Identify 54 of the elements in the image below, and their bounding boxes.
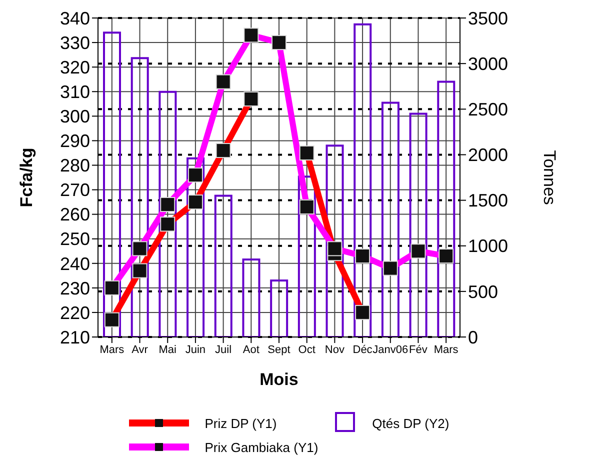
y2-tick-label: 2500: [468, 100, 508, 120]
x-tick-label: Avr: [132, 344, 148, 356]
bar: [186, 157, 205, 337]
bar: [298, 176, 316, 337]
y-tick-label: 290: [60, 131, 90, 152]
y-tick-label: 340: [60, 8, 90, 28]
y-tick-label: 230: [60, 278, 90, 298]
x-tick-label: Déc: [352, 344, 373, 356]
y-tick-label: 250: [60, 229, 90, 250]
legend-label: Priz DP (Y1): [204, 416, 278, 431]
y-tick-label: 330: [60, 32, 90, 53]
x-tick-label: Juil: [215, 344, 232, 356]
y-tick-label: 280: [60, 156, 90, 176]
bar: [103, 32, 121, 337]
x-tick-label: Oct: [298, 344, 316, 356]
y2-tick-label: 500: [468, 282, 498, 302]
x-tick-label: Janv06: [372, 344, 408, 356]
y-tick-label: 310: [60, 82, 90, 102]
bar: [354, 23, 372, 337]
y2-tick-label: 0: [468, 327, 478, 348]
bar: [381, 102, 400, 337]
y2-tick-label: 3500: [468, 8, 508, 28]
x-tick-label: Fév: [409, 344, 428, 356]
x-tick-label: Juin: [185, 344, 206, 356]
bar: [437, 80, 456, 337]
y-tick-label: 270: [60, 180, 90, 200]
bar: [242, 258, 260, 337]
y-tick-label: 320: [60, 57, 90, 78]
bar: [326, 144, 344, 337]
x-tick-label: Sept: [268, 344, 290, 356]
x-tick-label: Nov: [324, 344, 345, 356]
y-axis-title: Fcfa/kg: [17, 148, 36, 208]
y-tick-label: 300: [60, 106, 90, 127]
y2-tick-label: 1000: [468, 236, 508, 256]
x-tick-label: Aot: [242, 344, 260, 356]
x-tick-label: Mai: [158, 344, 176, 356]
bar: [270, 279, 288, 337]
y-tick-label: 260: [60, 204, 90, 225]
bar: [409, 112, 428, 337]
bar: [214, 194, 232, 337]
y-tick-label: 220: [60, 302, 90, 323]
x-tick-label: Mars: [100, 344, 125, 356]
legend-label: Qtés DP (Y2): [372, 416, 450, 431]
y2-tick-label: 1500: [468, 190, 508, 211]
legend-label: Prix Gambiaka (Y1): [204, 440, 318, 455]
bar: [158, 90, 177, 337]
x-axis-title: Mois: [260, 370, 298, 389]
y-tick-label: 240: [60, 254, 90, 274]
y-tick-label: 210: [60, 327, 90, 348]
x-tick-label: Mars: [434, 344, 459, 356]
y2-tick-label: 2000: [468, 145, 508, 166]
bar: [130, 57, 149, 337]
y2-axis-title: Tonnes: [540, 150, 559, 205]
y2-tick-label: 3000: [468, 54, 508, 74]
